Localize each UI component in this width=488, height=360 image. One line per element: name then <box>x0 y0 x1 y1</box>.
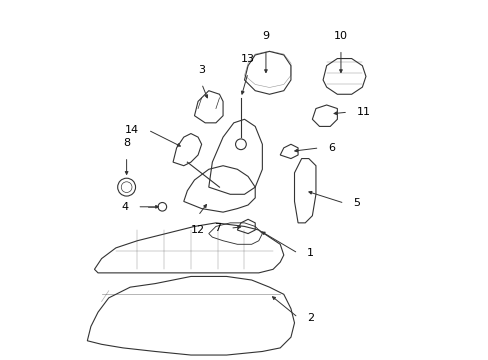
Text: 9: 9 <box>262 31 269 41</box>
Text: 12: 12 <box>191 225 204 235</box>
Text: 1: 1 <box>306 248 313 258</box>
Text: 8: 8 <box>123 138 130 148</box>
Text: 11: 11 <box>356 107 370 117</box>
Text: 2: 2 <box>306 312 313 323</box>
Text: 4: 4 <box>121 202 128 212</box>
Text: 5: 5 <box>353 198 360 208</box>
Text: 13: 13 <box>241 54 255 64</box>
Text: 3: 3 <box>198 64 204 75</box>
Text: 6: 6 <box>328 143 335 153</box>
Text: 14: 14 <box>125 125 139 135</box>
Text: 7: 7 <box>214 223 221 233</box>
Text: 10: 10 <box>333 31 347 41</box>
